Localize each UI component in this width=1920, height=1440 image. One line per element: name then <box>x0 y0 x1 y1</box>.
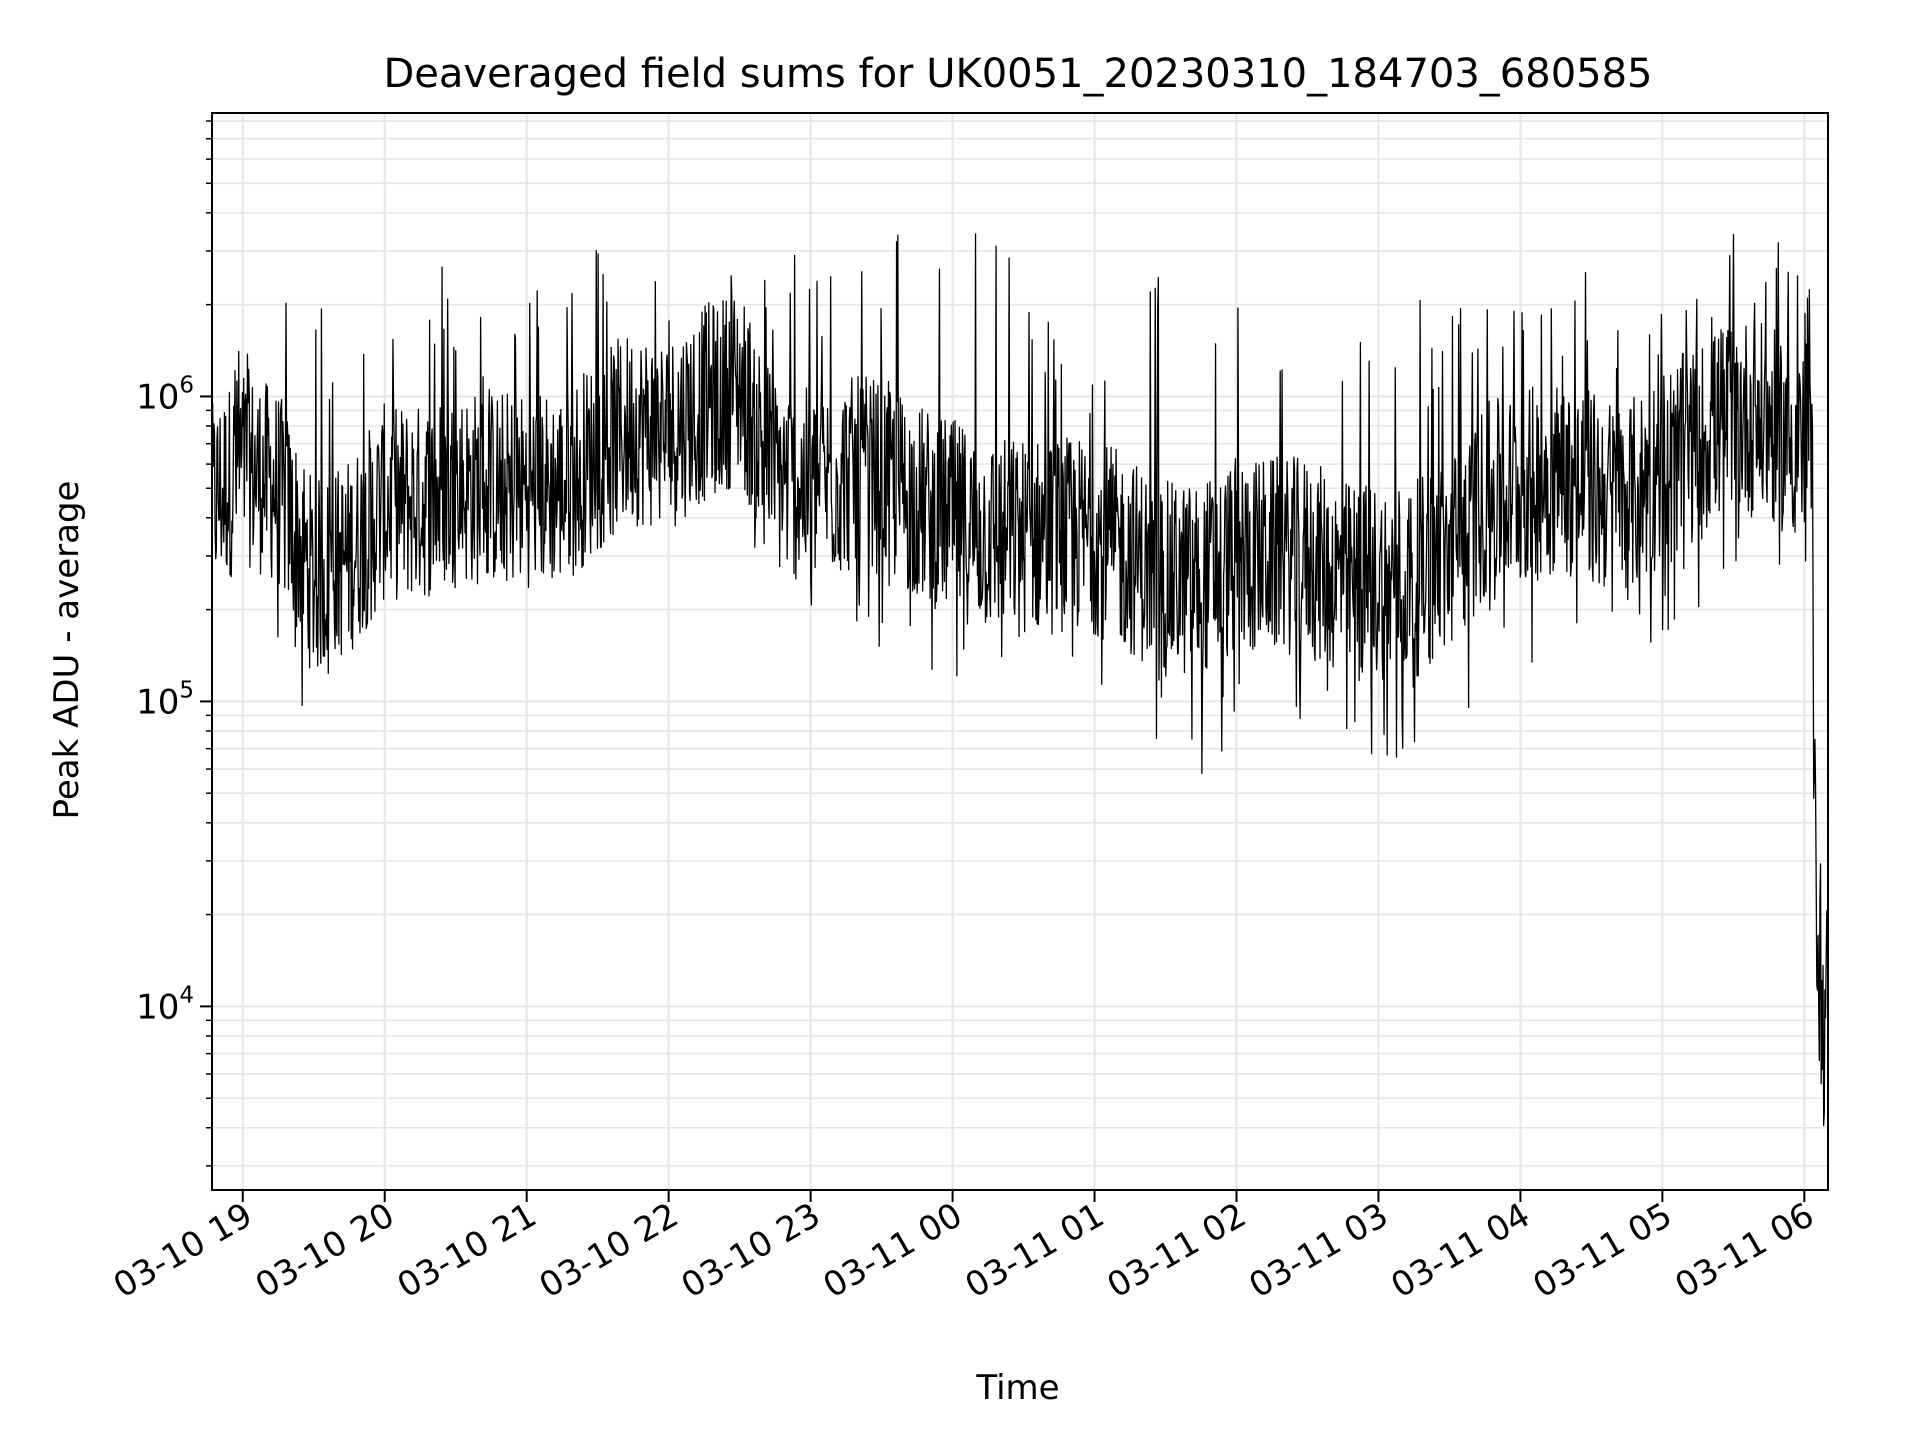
grid <box>212 113 1828 1190</box>
series-line <box>211 233 1829 1127</box>
y-tick-label: 105 <box>136 677 194 722</box>
x-axis-label: Time <box>975 1368 1059 1408</box>
y-tick-label: 106 <box>136 372 194 417</box>
plot-area-frame <box>211 112 1829 1191</box>
y-axis-ticks: 104 105 106 <box>136 120 212 1167</box>
y-axis-label: Peak ADU - average <box>47 481 87 820</box>
data-line <box>211 233 1829 1127</box>
chart-title: Deaveraged field sums for UK0051_2023031… <box>383 51 1652 97</box>
y-tick-label: 104 <box>136 982 194 1027</box>
